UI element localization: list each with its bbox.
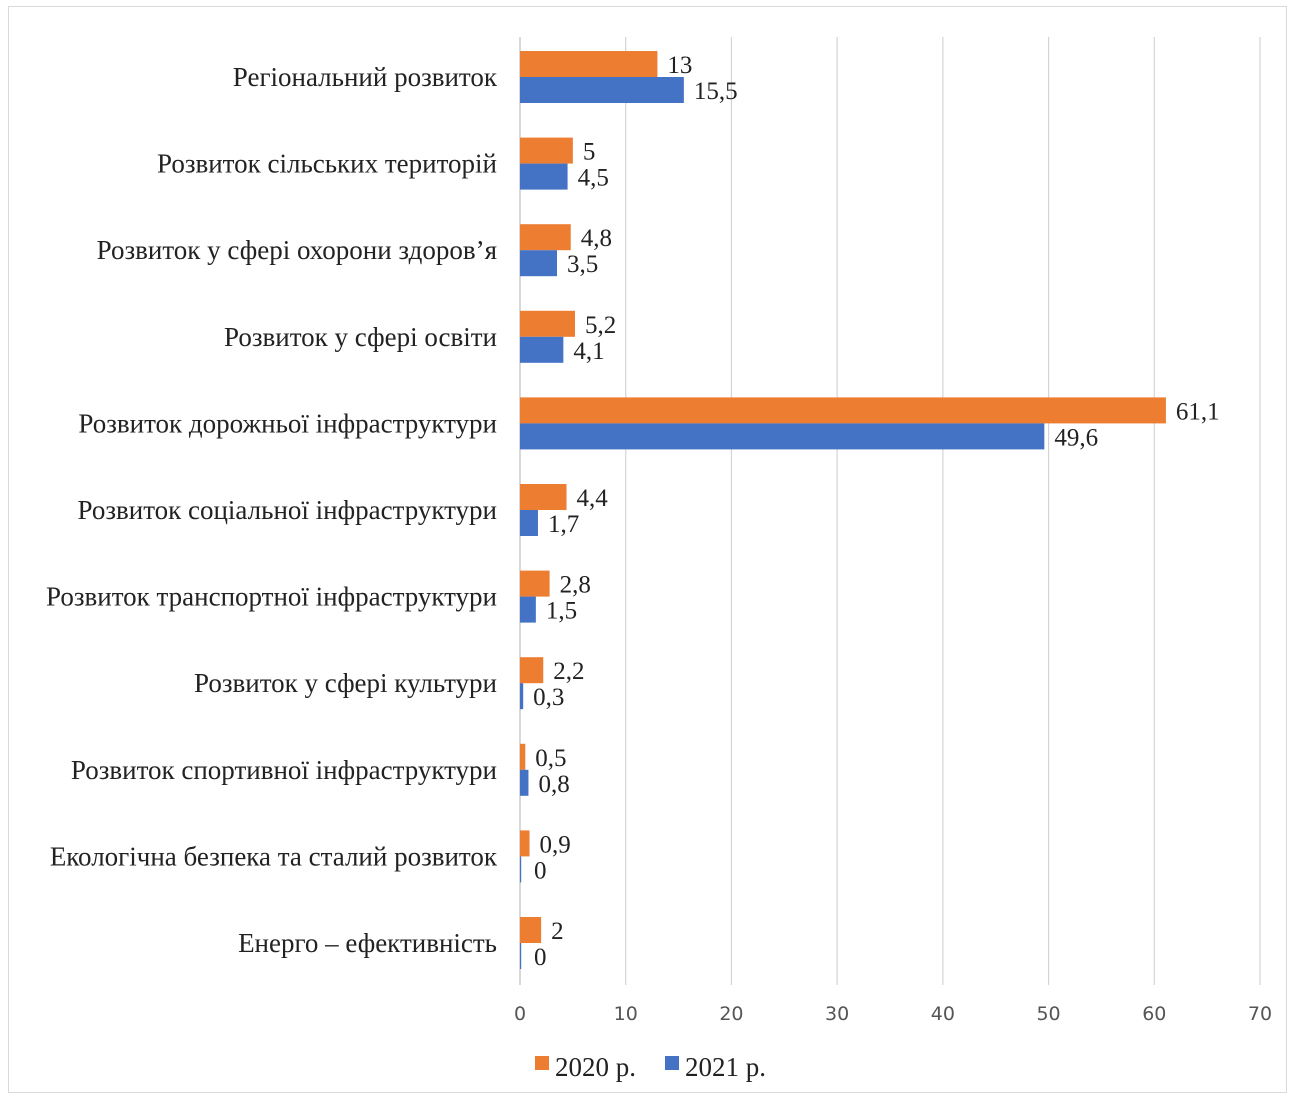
bar-2021 — [520, 683, 524, 710]
category-labels: Регіональний розвиток Розвиток сільських … — [46, 62, 498, 958]
category-label: Розвиток транспортної інфраструктури — [46, 582, 497, 612]
bar-2021 — [520, 336, 564, 363]
bar-2020 — [520, 137, 573, 164]
data-label: 4,1 — [573, 338, 604, 365]
bar-2020 — [520, 743, 526, 770]
x-tick-label: 20 — [719, 1003, 743, 1025]
bar-2021 — [520, 596, 536, 623]
data-label: 5,2 — [585, 312, 616, 339]
category-label: Екологічна безпека та сталий розвиток — [50, 841, 498, 871]
data-label: 1,5 — [546, 598, 577, 625]
category-label: Розвиток спортивної інфраструктури — [71, 755, 497, 785]
data-label: 3,5 — [567, 251, 598, 278]
legend-label: 2021 р. — [685, 1052, 766, 1082]
grid-lines — [519, 37, 1261, 985]
data-label: 49,6 — [1054, 424, 1098, 451]
data-label: 0 — [534, 857, 547, 884]
x-tick-label: 30 — [825, 1003, 849, 1025]
category-label: Розвиток дорожньої інфраструктури — [78, 408, 497, 438]
data-label: 0,3 — [533, 684, 564, 711]
legend: 2020 р. 2021 р. — [535, 1052, 766, 1082]
bar-2021 — [520, 510, 538, 536]
x-tick-label: 60 — [1142, 1003, 1166, 1025]
legend-label: 2020 р. — [555, 1052, 636, 1082]
legend-swatch-2021 — [665, 1056, 679, 1070]
data-label: 2,2 — [553, 658, 584, 685]
bar-2021 — [520, 856, 522, 883]
data-label: 2 — [551, 918, 564, 945]
data-label: 4,8 — [581, 225, 612, 252]
bar-2020 — [520, 830, 530, 857]
x-tick-label: 70 — [1248, 1003, 1272, 1025]
bar-2021 — [520, 163, 568, 190]
bars — [520, 51, 1166, 969]
bar-2020 — [520, 657, 544, 684]
data-label: 2,8 — [560, 572, 591, 599]
bar-2021 — [520, 423, 1045, 450]
bar-2020 — [520, 397, 1166, 424]
category-label: Розвиток у сфері культури — [194, 668, 497, 698]
data-label: 0,8 — [538, 771, 569, 798]
bar-2021 — [520, 250, 557, 277]
bar-2020 — [520, 51, 658, 77]
data-label: 4,4 — [577, 485, 609, 512]
data-label: 61,1 — [1176, 398, 1220, 425]
data-label: 0 — [534, 944, 547, 971]
bar-2020 — [520, 224, 571, 251]
legend-swatch-2020 — [535, 1056, 549, 1070]
data-label: 15,5 — [694, 78, 738, 105]
bar-2020 — [520, 570, 550, 597]
x-tick-label: 0 — [514, 1003, 526, 1025]
chart-frame — [8, 6, 1287, 1093]
x-axis-tick-labels: 0 10 20 30 40 50 60 70 — [514, 1003, 1272, 1025]
category-label: Регіональний розвиток — [233, 62, 498, 92]
data-label: 5 — [583, 139, 596, 166]
category-label: Розвиток соціальної інфраструктури — [77, 495, 497, 525]
x-tick-label: 40 — [931, 1003, 955, 1025]
data-label: 1,7 — [548, 511, 579, 538]
data-label: 4,5 — [578, 165, 609, 192]
bar-2021 — [520, 769, 529, 796]
data-label: 0,9 — [540, 831, 571, 858]
bar-2020 — [520, 310, 575, 337]
category-label: Розвиток сільських територій — [157, 149, 497, 179]
x-tick-label: 10 — [614, 1003, 638, 1025]
bar-2020 — [520, 917, 542, 943]
bar-2021 — [520, 77, 684, 103]
category-label: Розвиток у сфері освіти — [224, 322, 497, 352]
bar-2021 — [520, 943, 522, 969]
category-label: Енерго – ефективність — [238, 928, 497, 958]
data-label: 13 — [667, 52, 692, 79]
x-tick-label: 50 — [1036, 1003, 1060, 1025]
category-label: Розвиток у сфері охорони здоров’я — [97, 235, 497, 265]
data-label: 0,5 — [535, 745, 566, 772]
bar-2020 — [520, 484, 567, 510]
